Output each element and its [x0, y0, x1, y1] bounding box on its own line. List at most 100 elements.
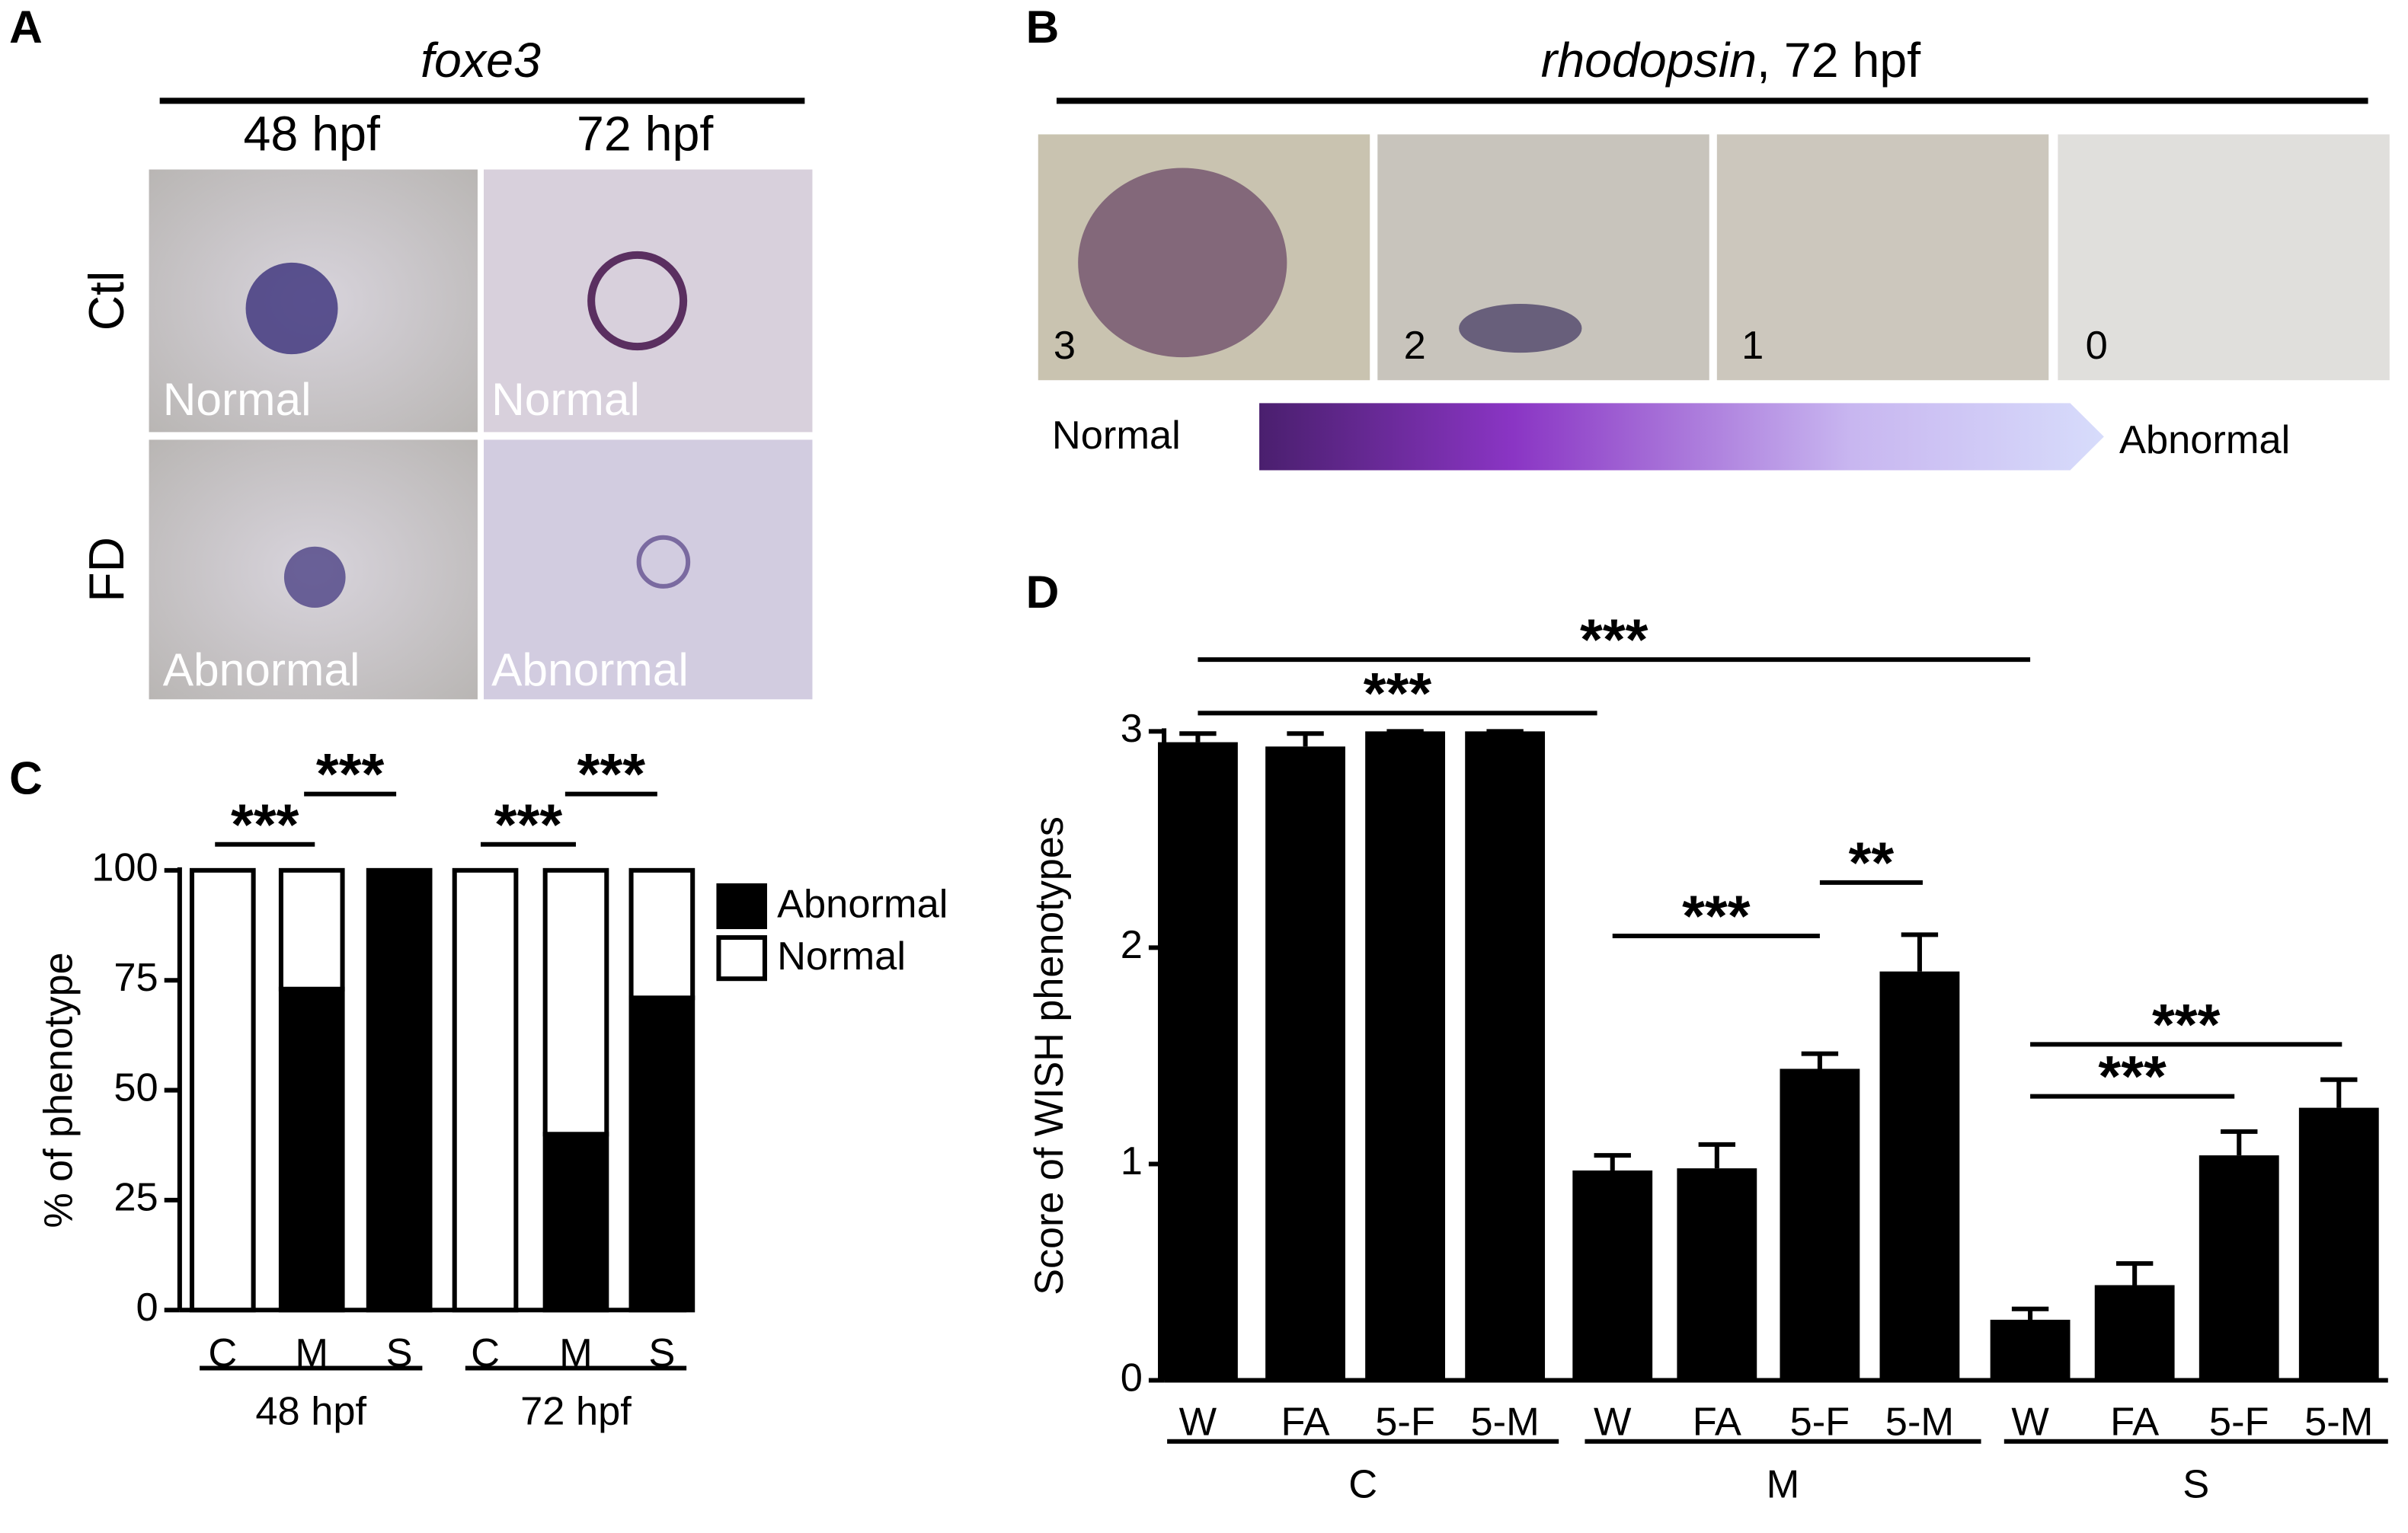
scale-label: Abnormal: [2119, 418, 2290, 462]
bar: [2094, 1285, 2175, 1381]
significance-label: ***: [1580, 608, 1649, 672]
y-tick-label: 75: [114, 956, 158, 1000]
bar-segment: [278, 867, 345, 992]
column-label: 72 hpf: [577, 107, 713, 161]
score-label: 1: [1741, 324, 1764, 368]
group-label: C: [1348, 1463, 1377, 1507]
panel-title: rhodopsin, 72 hpf: [1541, 33, 1921, 88]
y-axis-title: Score of WISH phenotypes: [1028, 816, 1072, 1295]
score-label: 0: [2086, 324, 2108, 368]
x-tick-label: FA: [1281, 1400, 1330, 1445]
y-axis-title: % of phenotype: [37, 952, 81, 1228]
row-label: Ctl: [79, 271, 134, 331]
error-bar: [1287, 731, 1324, 747]
x-tick-label: 5-F: [1790, 1400, 1850, 1445]
photo-detail: [587, 251, 688, 351]
significance-label: ***: [494, 793, 563, 858]
significance-label: ***: [2152, 993, 2221, 1058]
photo-detail: [245, 262, 338, 355]
bar: [1990, 1319, 2071, 1381]
photo: [2058, 134, 2390, 381]
group-label: 48 hpf: [255, 1390, 366, 1434]
legend-label: Normal: [777, 934, 906, 979]
photo: [484, 169, 813, 433]
image-label: Abnormal: [163, 644, 360, 695]
title-part: rhodopsin: [1541, 33, 1757, 88]
bar-segment: [278, 986, 345, 1313]
bar: [1879, 971, 1960, 1381]
y-tick-label: 1: [1121, 1139, 1143, 1183]
gradient-arrow: [1259, 403, 2104, 471]
score-label: 2: [1404, 324, 1426, 368]
bar: [2199, 1155, 2279, 1381]
significance-label: **: [1849, 831, 1895, 896]
bar: [1365, 731, 1446, 1381]
significance-label: ***: [1682, 884, 1751, 949]
photo-detail: [636, 535, 691, 589]
column-label: 48 hpf: [244, 107, 380, 161]
row-label: FD: [79, 537, 134, 602]
photo-detail: [1078, 168, 1287, 358]
scale-label: Normal: [1052, 414, 1181, 458]
error-bar: [2221, 1129, 2258, 1156]
y-tick-label: 25: [114, 1176, 158, 1220]
bar: [1158, 742, 1238, 1381]
photo-detail: [283, 546, 346, 608]
significance-label: ***: [1364, 662, 1432, 727]
bar: [1677, 1168, 1757, 1381]
bar-segment: [628, 995, 696, 1313]
score-label: 3: [1054, 324, 1076, 368]
significance-label: ***: [316, 743, 385, 807]
photo-row: [1038, 134, 2390, 381]
error-bar: [1179, 731, 1217, 743]
y-tick-label: 100: [91, 846, 158, 890]
bar: [1265, 746, 1345, 1381]
error-bar: [2320, 1077, 2358, 1108]
bar: [1572, 1170, 1653, 1381]
photo-detail: [1459, 303, 1582, 353]
x-tick-label: 5-F: [2209, 1400, 2269, 1445]
error-bar: [1698, 1142, 1736, 1169]
legend-label: Abnormal: [777, 883, 948, 927]
significance-label: ***: [577, 743, 646, 807]
bar-segment: [628, 867, 696, 1001]
y-tick-label: 0: [1121, 1356, 1143, 1400]
bar: [1465, 731, 1546, 1381]
y-tick-label: 3: [1121, 707, 1143, 751]
legend-swatch: [716, 883, 767, 930]
x-tick-label: W: [1594, 1400, 1632, 1445]
error-bar: [1801, 1051, 1839, 1069]
bar-segment: [189, 867, 256, 1313]
x-tick-label: W: [1179, 1400, 1217, 1445]
y-tick-label: 2: [1121, 923, 1143, 967]
bar-segment: [452, 867, 519, 1313]
x-tick-label: W: [2011, 1400, 2049, 1445]
x-tick-label: 5-M: [1885, 1400, 1954, 1445]
error-bar: [1594, 1153, 1631, 1171]
image-label: Normal: [491, 373, 640, 425]
photo: [1716, 134, 2049, 381]
title-part: , 72 hpf: [1757, 33, 1920, 88]
x-tick-label: 5-M: [2304, 1400, 2373, 1445]
group-label: S: [2183, 1463, 2209, 1507]
group-label: 72 hpf: [520, 1390, 632, 1434]
bar-segment: [542, 867, 609, 1137]
significance-label: ***: [2098, 1045, 2167, 1110]
error-bar: [2011, 1306, 2049, 1320]
x-tick-label: FA: [1693, 1400, 1741, 1445]
group-label: M: [1767, 1463, 1800, 1507]
panel-label: C: [9, 752, 43, 804]
x-tick-label: 5-F: [1375, 1400, 1435, 1445]
panel-label: A: [9, 1, 43, 53]
significance-label: ***: [231, 793, 299, 858]
x-tick-label: 5-M: [1470, 1400, 1539, 1445]
bar: [1780, 1068, 1860, 1381]
panel-label: D: [1026, 566, 1060, 618]
image-label: Abnormal: [491, 644, 689, 695]
image-label: Normal: [163, 373, 312, 425]
bar-segment: [366, 867, 433, 1313]
panel-title: foxe3: [421, 33, 541, 88]
panel-label: B: [1026, 1, 1060, 53]
